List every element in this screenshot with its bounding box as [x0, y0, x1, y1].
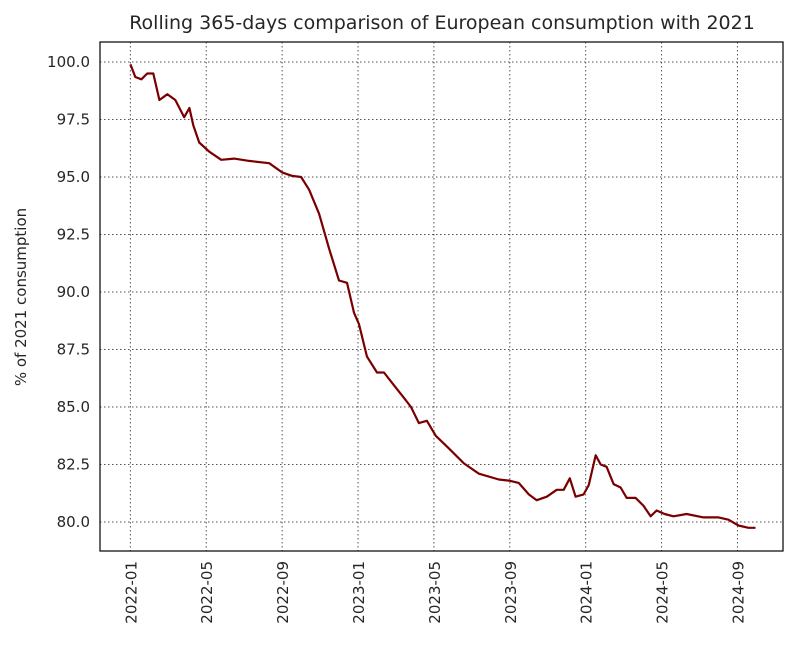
- y-tick-label: 82.5: [57, 456, 90, 474]
- y-tick-label: 92.5: [57, 226, 90, 244]
- x-tick-label: 2024-09: [729, 561, 747, 624]
- y-tick-label: 85.0: [57, 398, 90, 416]
- x-tick-label: 2023-05: [426, 561, 444, 624]
- plot-frame: [99, 41, 784, 552]
- x-tick-label: 2024-01: [578, 561, 596, 624]
- x-tick-label: 2022-09: [274, 561, 292, 624]
- x-tick-label: 2023-01: [350, 561, 368, 624]
- chart-title: Rolling 365-days comparison of European …: [129, 12, 755, 34]
- series-line-consumption: [129, 63, 756, 529]
- y-axis-label: % of 2021 consumption: [12, 208, 30, 386]
- x-tick-label: 2022-01: [122, 561, 140, 624]
- x-tick-label: 2022-05: [198, 561, 216, 624]
- y-tick-label: 87.5: [57, 341, 90, 359]
- y-tick-label: 95.0: [57, 168, 90, 186]
- y-tick-label: 90.0: [57, 283, 90, 301]
- y-tick-label: 97.5: [57, 111, 90, 129]
- y-tick-label: 80.0: [57, 513, 90, 531]
- x-tick-label: 2024-05: [654, 561, 672, 624]
- x-tick-label: 2023-09: [502, 561, 520, 624]
- y-tick-label: 100.0: [47, 53, 90, 71]
